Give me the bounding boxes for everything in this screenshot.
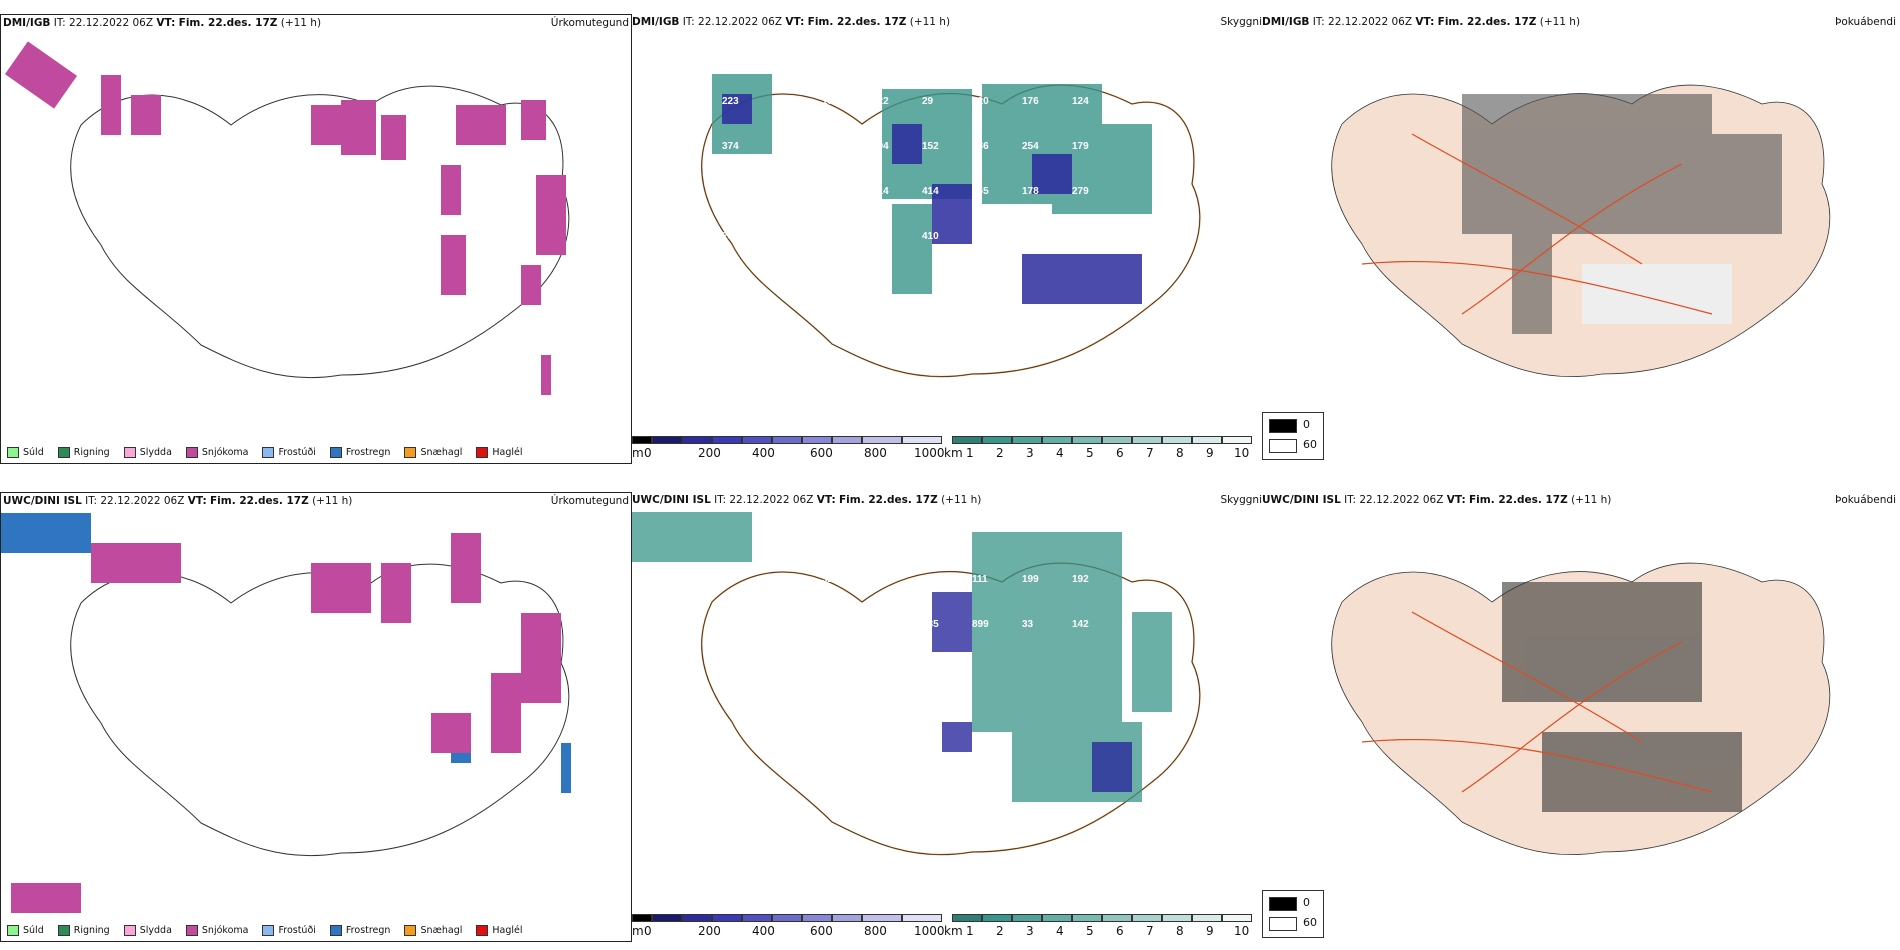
cloud-base-label: 254 [1022,141,1039,152]
cloud-base-label: 664 [872,574,889,585]
fog-map [1331,562,1831,856]
cloud-base-label: 121 [772,141,789,152]
fog-panel-uwc: UWC/DINI ISL IT: 22.12.2022 06Z VT: Fim.… [1262,492,1900,942]
cloud-base-label: 288 [822,231,839,242]
cloud-base-label: 298 [822,186,839,197]
legend-item: Rigning [57,447,110,458]
precip-panel-dmi: DMI/IGB IT: 22.12.2022 06Z VT: Fim. 22.d… [0,14,632,464]
cloud-base-label: 284 [722,231,739,242]
cloud-base-label: 198 [722,619,739,630]
panel-field-name: Skyggni [1220,16,1263,28]
cloud-base-label: 142 [1072,619,1089,630]
legend-item: Slydda [123,447,172,458]
cloud-base-label: 414 [922,186,939,197]
cloud-base-label: 144 [722,276,739,287]
cloud-panel-dmi: 223 301 183 822 29 220 176 124 374 121 255 194 152 18… [632,16,1263,460]
legend-item: Snjókoma [185,447,248,458]
cloud-base-label: 33 [1022,619,1034,630]
legend-item: Snæhagl [404,925,462,936]
cloud-base-label: 146 [872,231,889,242]
cloud-base-label: 179 [1072,231,1089,242]
panel-field-name: Úrkomutegund [550,17,629,29]
legend-item: Snæhagl [404,447,462,458]
cloud-base-label: 178 [1022,186,1039,197]
cloud-base-label: 135 [922,619,939,630]
precip-map [4,41,570,395]
legend-item: Frostregn [329,925,390,936]
fog-key: 0 60 [1262,890,1324,938]
legend-item: Frostregn [329,447,390,458]
panel-field-name: Þokuábendi [1835,16,1896,28]
cloud-base-label: 410 [922,231,939,242]
cloud-base-label: 147 [872,619,889,630]
panel-title: UWC/DINI ISL IT: 22.12.2022 06Z VT: Fim.… [632,494,982,506]
legend-item: Súld [7,925,44,936]
cloud-base-label: 186 [772,231,789,242]
legend-item: Slydda [123,925,172,936]
panel-field-name: Úrkomutegund [550,495,629,507]
cloud-base-label: 186 [972,141,989,152]
cloud-base-label: 165 [972,186,989,197]
cloud-base-label: 176 [1022,96,1039,107]
legend-item: Rigning [57,925,110,936]
legend-item: Súld [7,447,44,458]
cloud-base-label: 374 [722,141,739,152]
panel-title: UWC/DINI ISL IT: 22.12.2022 06Z VT: Fim.… [3,495,353,507]
cloud-base-label: 899 [972,619,989,630]
cloud-base-label: 183 [822,96,839,107]
fog-key: 0 60 [1262,412,1324,460]
legend-item: Snjókoma [185,925,248,936]
cloud-base-label: 822 [872,96,889,107]
panel-field-name: Þokuábendi [1835,494,1896,506]
fog-map [1331,84,1831,378]
cloud-base-label: 152 [922,141,939,152]
precip-map [1,513,571,913]
cloud-base-label: 29 [922,96,934,107]
cloud-base-label: 146 [922,574,939,585]
fog-panel-dmi: DMI/IGB IT: 22.12.2022 06Z VT: Fim. 22.d… [1262,14,1900,464]
panel-title: DMI/IGB IT: 22.12.2022 06Z VT: Fim. 22.d… [1262,16,1581,28]
cloud-base-label: 452 [772,619,789,630]
panel-field-name: Skyggni [1220,494,1263,506]
cloud-panel-uwc: 160 33 320 664 146 111 199 192 198 452 167 147 135 89… [632,494,1263,938]
cloud-base-label: 179 [1072,141,1089,152]
precip-legend: Súld Rigning Slydda Snjókoma Frostúði Fr… [7,447,523,458]
legend-item: Haglél [476,447,523,458]
cloud-base-label: 244 [822,276,839,287]
cloud-base-label: 194 [872,141,889,152]
cloud-base-label: 223 [722,96,739,107]
cloud-base-label: 199 [1022,574,1039,585]
cloud-base-label: 220 [972,96,989,107]
cloud-base-label: 279 [1072,186,1089,197]
cloud-base-label: 255 [822,141,839,152]
cloud-base-label: 111 [972,574,988,585]
cloud-base-label: 299 [772,276,789,287]
precip-legend: Súld Rigning Slydda Snjókoma Frostúði Fr… [7,925,523,936]
cloud-base-label: 414 [872,186,889,197]
cloud-base-label: 20 [872,276,884,287]
cloud-base-label: 33 [772,574,784,585]
panel-title: UWC/DINI ISL IT: 22.12.2022 06Z VT: Fim.… [1262,494,1612,506]
cloud-base-label: 124 [1072,96,1089,107]
cloud-base-label: 259 [1022,231,1039,242]
panel-title: DMI/IGB IT: 22.12.2022 06Z VT: Fim. 22.d… [3,17,322,29]
cloud-base-label: 301 [772,96,789,107]
cloud-map: 223 301 183 822 29 220 176 124 374 121 255 194 152 18… [700,74,1201,378]
cloud-base-label: 217 [972,231,989,242]
cloud-base-label: 334 [722,186,739,197]
panel-title: DMI/IGB IT: 22.12.2022 06Z VT: Fim. 22.d… [632,16,951,28]
cloud-base-label: 167 [822,619,839,630]
cloud-base-label: 320 [822,574,839,585]
legend-item: Haglél [476,925,523,936]
cloud-base-label: 192 [1072,574,1089,585]
cloud-base-label: 306 [772,186,789,197]
cloud-base-label: 160 [722,574,739,585]
precip-panel-uwc: UWC/DINI ISL IT: 22.12.2022 06Z VT: Fim.… [0,492,632,942]
legend-item: Frostúði [262,447,316,458]
legend-item: Frostúði [262,925,316,936]
cloud-map: 160 33 320 664 146 111 199 192 198 452 167 147 135 89… [632,512,1201,856]
